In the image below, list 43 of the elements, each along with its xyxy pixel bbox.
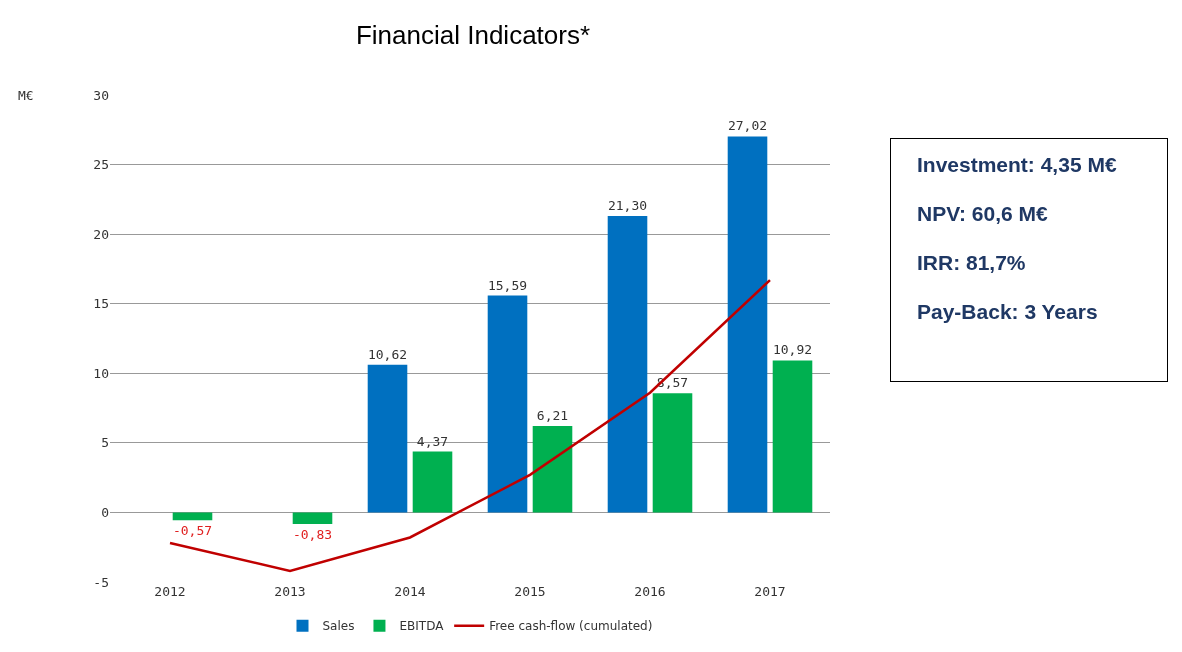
x-tick-label: 2014 (394, 584, 426, 599)
bar (292, 512, 333, 524)
x-tick-label: 2015 (514, 584, 546, 599)
legend-label: Free cash-flow (cumulated) (489, 619, 653, 634)
data-label: 27,02 (727, 118, 768, 134)
data-label: 21,30 (607, 198, 648, 214)
text: Pay-Back: 3 Years (917, 300, 1099, 324)
data-label: 10,92 (772, 342, 813, 358)
chart-title: Financial Indicators* (355, 20, 591, 51)
y-tick-label: 25 (93, 157, 109, 173)
line-series (168, 278, 772, 573)
bar (727, 136, 768, 513)
y-tick-label: -5 (93, 574, 109, 590)
x-tick-label: 2016 (634, 584, 666, 599)
bar (652, 393, 693, 513)
bar (532, 426, 573, 513)
legend-label: EBITDA (399, 619, 445, 634)
data-label: 4,37 (416, 433, 449, 449)
text: IRR: 81,7% (917, 251, 1027, 275)
data-label: 15,59 (487, 277, 528, 293)
x-tick-label: 2012 (154, 584, 186, 599)
data-label: 10,62 (367, 346, 408, 362)
bar (367, 364, 408, 513)
bar (772, 360, 813, 513)
data-label: -0,83 (292, 526, 333, 542)
bar (172, 512, 213, 521)
y-tick-label: 0 (101, 504, 109, 520)
data-label: 6,21 (536, 408, 569, 424)
text: NPV: 60,6 M€ (917, 202, 1049, 226)
y-tick-label: 20 (93, 226, 109, 242)
x-tick-label: 2013 (274, 584, 306, 599)
bar (412, 451, 453, 513)
data-label: -0,57 (172, 523, 213, 539)
y-tick-label: 15 (93, 296, 109, 312)
y-tick-label: 30 (93, 87, 109, 103)
legend-label: Sales (322, 619, 355, 634)
text: Investment: 4,35 M€ (917, 153, 1118, 177)
y-tick-label: 5 (101, 435, 109, 451)
y-axis-title: M€ (18, 88, 34, 103)
bar (487, 295, 528, 513)
bar (607, 216, 648, 513)
x-tick-label: 2017 (754, 584, 786, 599)
y-tick-label: 10 (93, 365, 109, 381)
